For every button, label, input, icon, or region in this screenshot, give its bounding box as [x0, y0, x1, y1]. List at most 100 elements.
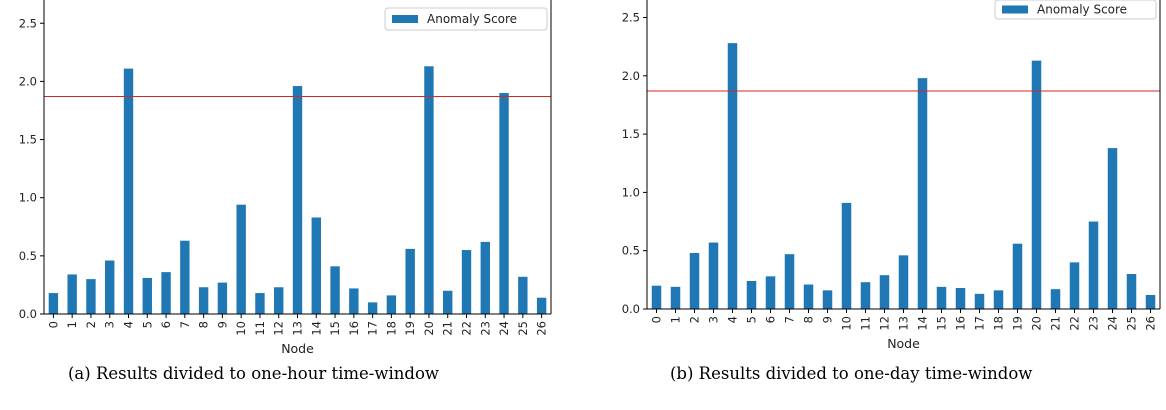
- bar-node-21: [1050, 289, 1061, 309]
- x-tick-label: 19: [403, 321, 417, 336]
- x-tick-label: 17: [366, 321, 380, 336]
- bar-node-26: [1145, 295, 1156, 309]
- x-tick-label: 2: [84, 321, 98, 328]
- x-tick-label: 26: [1144, 316, 1158, 331]
- bar-node-1: [67, 274, 77, 314]
- bar-node-19: [1012, 243, 1023, 309]
- bar-node-3: [708, 242, 719, 309]
- x-tick-label: 13: [291, 321, 305, 336]
- x-tick-label: 25: [516, 321, 530, 336]
- bar-node-14: [917, 78, 928, 309]
- bar-node-26: [536, 297, 547, 314]
- bar-node-17: [367, 302, 378, 314]
- x-tick-label: 23: [1087, 316, 1101, 331]
- x-tick-label: 0: [46, 321, 60, 328]
- bar-node-15: [330, 266, 340, 314]
- legend-label: Anomaly Score: [1037, 3, 1127, 17]
- bar-node-7: [180, 240, 190, 314]
- y-tick-label: 0.0: [19, 307, 37, 321]
- legend: Anomaly Score: [384, 7, 548, 31]
- chart-b: 0.00.51.01.52.02.50 1 2 3 4 5 6 7 8 9 10 11 12 13 14 15…: [622, 0, 1161, 351]
- x-tick-label: 6: [764, 316, 778, 323]
- bar-node-13: [292, 86, 303, 314]
- x-tick-label: 24: [1106, 316, 1120, 331]
- y-tick-label: 0.5: [622, 244, 640, 258]
- bar-node-3: [105, 260, 115, 314]
- x-tick-label: 3: [103, 321, 117, 328]
- x-tick-label: 12: [878, 316, 892, 331]
- x-axis-label: Node: [887, 336, 920, 351]
- bar-node-0: [651, 285, 662, 309]
- caption-a: (a) Results divided to one-hour time-win…: [68, 364, 440, 383]
- y-tick-label: 0.0: [622, 302, 640, 316]
- x-tick-label: 19: [1011, 316, 1025, 331]
- caption-b: (b) Results divided to one-day time-wind…: [670, 364, 1033, 383]
- bar-node-11: [255, 293, 265, 314]
- x-tick-label: 22: [460, 321, 474, 336]
- x-tick-label: 21: [441, 321, 455, 336]
- x-tick-label: 3: [707, 316, 721, 323]
- bar-node-5: [746, 281, 757, 309]
- bar-node-11: [860, 282, 871, 309]
- x-tick-label: 5: [745, 316, 759, 323]
- bar-node-8: [198, 287, 209, 314]
- bar-node-20: [424, 66, 434, 315]
- x-tick-label: 10: [840, 316, 854, 331]
- x-tick-label: 14: [309, 321, 323, 336]
- bar-node-10: [841, 202, 852, 309]
- bar-node-22: [461, 250, 472, 314]
- x-tick-label: 4: [726, 316, 740, 323]
- bar-node-10: [236, 204, 246, 314]
- y-tick-label: 2.0: [19, 74, 37, 88]
- x-tick-label: 16: [347, 321, 361, 336]
- bar-node-23: [1088, 221, 1099, 309]
- x-tick-label: 22: [1068, 316, 1082, 331]
- legend-box: [384, 7, 548, 31]
- x-tick-label: 18: [384, 321, 398, 336]
- x-tick-label: 20: [422, 321, 436, 336]
- x-tick-label: 8: [197, 321, 211, 328]
- x-tick-label: 12: [272, 321, 286, 336]
- bar-node-20: [1031, 60, 1042, 310]
- y-tick-label: 2.5: [19, 16, 37, 30]
- bar-node-21: [443, 290, 453, 314]
- x-tick-label: 2: [688, 316, 702, 323]
- bar-node-5: [142, 277, 152, 314]
- bar-node-12: [879, 275, 890, 309]
- bar-node-19: [405, 248, 415, 314]
- x-tick-label: 24: [497, 321, 511, 336]
- bar-node-9: [822, 290, 833, 309]
- bar-node-4: [123, 68, 134, 315]
- y-tick-label: 2.5: [622, 10, 640, 24]
- x-tick-label: 9: [215, 321, 229, 328]
- y-tick-label: 1.5: [622, 127, 640, 141]
- x-tick-label: 21: [1049, 316, 1063, 331]
- bar-node-13: [898, 255, 909, 309]
- x-tick-label: 10: [234, 321, 248, 336]
- x-axis-label: Node: [281, 341, 314, 356]
- x-tick-label: 16: [954, 316, 968, 331]
- bar-node-18: [386, 295, 397, 314]
- bar-node-17: [974, 293, 985, 309]
- x-tick-label: 5: [140, 321, 154, 328]
- x-tick-label: 15: [935, 316, 949, 331]
- bar-node-9: [217, 282, 228, 314]
- bar-node-0: [48, 293, 59, 314]
- legend-swatch: [392, 15, 418, 23]
- x-tick-label: 17: [973, 316, 987, 331]
- y-tick-label: 1.0: [622, 185, 640, 199]
- x-tick-label: 14: [916, 316, 930, 331]
- x-tick-label: 1: [65, 321, 79, 328]
- legend-label: Anomaly Score: [427, 12, 517, 26]
- y-tick-label: 0.5: [19, 249, 37, 263]
- bar-node-14: [311, 217, 321, 314]
- x-tick-label: 4: [122, 321, 136, 328]
- bar-node-16: [349, 288, 359, 314]
- x-tick-label: 6: [159, 321, 173, 328]
- x-tick-label: 8: [802, 316, 816, 323]
- bar-node-24: [499, 93, 509, 314]
- x-tick-label: 18: [992, 316, 1006, 331]
- bar-node-25: [1126, 274, 1137, 309]
- x-tick-label: 25: [1125, 316, 1139, 331]
